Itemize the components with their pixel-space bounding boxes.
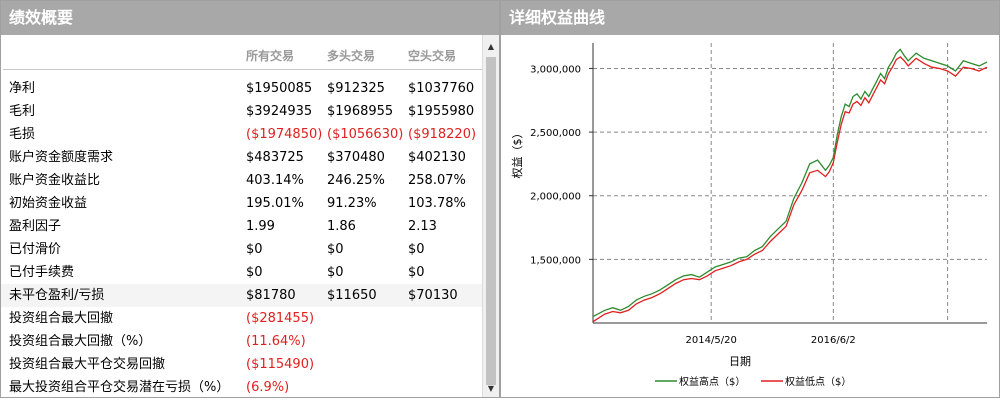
row-label: 毛损 <box>9 127 36 142</box>
y-tick-label: 2,500,000 <box>530 128 581 139</box>
x-axis-label: 日期 <box>729 355 751 368</box>
row-label: 投资组合最大回撤 <box>9 311 114 326</box>
table-row[interactable]: 投资组合最大回撤 ($281455) <box>1 307 483 330</box>
row-value: 246.25% <box>327 173 385 188</box>
legend-label: 权益高点（$） <box>679 375 745 388</box>
row-value: $370480 <box>327 150 385 165</box>
table-row[interactable]: 盈利因子 1.99 1.86 2.13 <box>1 215 483 238</box>
row-label: 已付滑价 <box>9 242 62 257</box>
panel-title: 绩效概要 <box>1 1 499 35</box>
summary-table: 所有交易 多头交易 空头交易 净利 $1950085 $912325 $1037760… <box>1 35 483 397</box>
row-value: ($1056630) <box>327 127 404 142</box>
row-value: 1.86 <box>327 219 356 234</box>
row-value: $1037760 <box>408 81 475 96</box>
table-row[interactable]: 已付滑价 $0 $0 $0 <box>1 238 483 261</box>
row-value: $912325 <box>327 81 385 96</box>
table-row[interactable]: 投资组合最大平仓交易回撤 ($115490) <box>1 353 483 376</box>
row-value: ($918220) <box>408 127 477 142</box>
scrollbar-thumb[interactable] <box>486 57 496 385</box>
scroll-up-arrow-icon[interactable]: ▲ <box>487 42 495 51</box>
row-value: 195.01% <box>246 196 304 211</box>
y-axis-label: 权益（$） <box>510 128 524 179</box>
row-label: 投资组合最大回撤（%） <box>9 334 152 349</box>
legend-label: 权益低点（$） <box>785 375 851 388</box>
row-value: $0 <box>408 242 425 257</box>
table-row[interactable]: 投资组合最大回撤（%） (11.64%) <box>1 330 483 353</box>
table-row[interactable]: 账户资金收益比 403.14% 246.25% 258.07% <box>1 169 483 192</box>
table-row[interactable]: 最大投资组合平仓交易潜在亏损（%） (6.9%) <box>1 376 483 397</box>
row-value: $0 <box>327 242 344 257</box>
row-value: $1968955 <box>327 104 394 119</box>
column-header-long-trades[interactable]: 多头交易 <box>327 49 376 63</box>
table-row[interactable]: 初始资金收益 195.01% 91.23% 103.78% <box>1 192 483 215</box>
y-tick-label: 3,000,000 <box>530 64 581 75</box>
row-label: 已付手续费 <box>9 265 75 280</box>
row-label: 账户资金收益比 <box>9 173 101 188</box>
column-header-all-trades[interactable]: 所有交易 <box>246 49 295 63</box>
row-value: $1950085 <box>246 81 313 96</box>
column-header-short-trades[interactable]: 空头交易 <box>408 49 457 63</box>
row-value: $3924935 <box>246 104 313 119</box>
series-line <box>592 56 988 323</box>
row-value: ($281455) <box>246 311 315 326</box>
y-tick-label: 1,500,000 <box>530 255 581 266</box>
table-row[interactable]: 已付手续费 $0 $0 $0 <box>1 261 483 284</box>
row-value: $81780 <box>246 288 296 303</box>
vertical-scrollbar[interactable]: ▲ ▼ <box>482 35 499 397</box>
row-value: 403.14% <box>246 173 304 188</box>
header-divider <box>3 69 483 70</box>
row-value: 2.13 <box>408 219 437 234</box>
row-value: $0 <box>246 265 263 280</box>
row-label: 投资组合最大平仓交易回撤 <box>9 357 166 372</box>
row-value: ($115490) <box>246 357 315 372</box>
row-value: ($1974850) <box>246 127 323 142</box>
row-value: (11.64%) <box>246 334 306 349</box>
table-row[interactable]: 毛利 $3924935 $1968955 $1955980 <box>1 100 483 123</box>
row-label: 净利 <box>9 81 36 96</box>
scroll-down-arrow-icon[interactable]: ▼ <box>487 384 495 393</box>
row-value: $70130 <box>408 288 458 303</box>
table-row[interactable]: 未平仓盈利/亏损 $81780 $11650 $70130 <box>1 284 483 307</box>
row-label: 最大投资组合平仓交易潜在亏损（%） <box>9 380 230 395</box>
row-value: $0 <box>327 265 344 280</box>
row-value: 1.99 <box>246 219 275 234</box>
panel-title: 详细权益曲线 <box>501 1 999 35</box>
performance-summary-panel: 绩效概要 所有交易 多头交易 空头交易 净利 $1950085 $912325 $10… <box>0 0 500 398</box>
x-tick-label: 2016/6/2 <box>811 335 856 346</box>
row-value: $1955980 <box>408 104 475 119</box>
row-value: 103.78% <box>408 196 466 211</box>
row-value: (6.9%) <box>246 380 290 395</box>
row-value: $11650 <box>327 288 377 303</box>
row-value: $0 <box>408 265 425 280</box>
equity-curve-chart: 1,500,000 2,000,000 2,500,000 3,000,000 2014… <box>510 43 988 388</box>
x-tick-label: 2014/5/20 <box>686 335 737 346</box>
table-row[interactable]: 毛损 ($1974850) ($1056630) ($918220) <box>1 123 483 146</box>
row-value: $483725 <box>246 150 304 165</box>
row-value: 258.07% <box>408 173 466 188</box>
row-label: 未平仓盈利/亏损 <box>9 288 105 303</box>
row-value: $402130 <box>408 150 466 165</box>
row-label: 盈利因子 <box>9 219 62 234</box>
equity-curve-panel: 详细权益曲线 1,500,000 2,000,000 2,500,000 3,000,… <box>500 0 1000 398</box>
row-label: 初始资金收益 <box>9 196 88 211</box>
table-row[interactable]: 账户资金额度需求 $483725 $370480 $402130 <box>1 146 483 169</box>
row-label: 账户资金额度需求 <box>9 150 114 165</box>
table-row[interactable]: 净利 $1950085 $912325 $1037760 <box>1 77 483 100</box>
series-line <box>592 48 988 318</box>
row-label: 毛利 <box>9 104 36 119</box>
row-value: $0 <box>246 242 263 257</box>
row-value: 91.23% <box>327 196 377 211</box>
y-tick-label: 2,000,000 <box>530 192 581 203</box>
